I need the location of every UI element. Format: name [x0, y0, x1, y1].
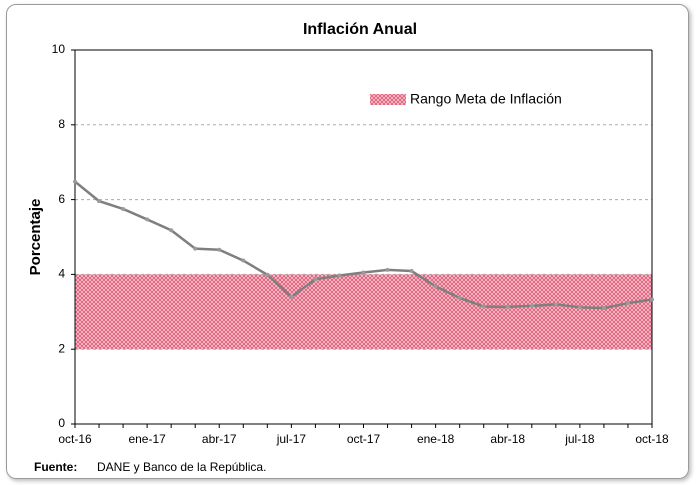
point [553, 302, 558, 307]
point [145, 217, 150, 222]
x-tick-label: abr-17 [202, 432, 237, 446]
point [529, 303, 534, 308]
y-tick-label: 4 [58, 267, 65, 281]
source-label: Fuente: [34, 460, 77, 474]
point [169, 228, 174, 233]
legend-label: Rango Meta de Inflación [410, 91, 562, 107]
y-tick-label: 0 [58, 416, 65, 430]
point [601, 306, 606, 311]
x-tick-label: abr-18 [490, 432, 525, 446]
point [313, 277, 318, 282]
point [481, 304, 486, 309]
point [361, 270, 366, 275]
point [409, 269, 414, 274]
x-tick-label: jul-17 [276, 432, 307, 446]
point [625, 301, 630, 306]
frame [6, 4, 689, 479]
point [265, 272, 270, 277]
y-axis-label: Porcentaje [27, 199, 44, 276]
x-tick-label: oct-18 [635, 432, 669, 446]
y-tick-label: 2 [58, 341, 65, 355]
x-tick-label: oct-16 [58, 432, 92, 446]
y-tick-label: 8 [58, 117, 65, 131]
point [97, 199, 102, 204]
x-tick-label: jul-18 [564, 432, 595, 446]
target-band [75, 274, 652, 350]
y-tick-label: 6 [58, 192, 65, 206]
x-tick-label: ene-18 [417, 432, 455, 446]
point [73, 179, 77, 184]
point [433, 284, 438, 289]
x-tick-label: ene-17 [128, 432, 166, 446]
point [289, 294, 294, 299]
point [121, 206, 126, 211]
point [385, 267, 390, 272]
point [193, 246, 198, 251]
point [217, 247, 222, 252]
point [457, 295, 462, 300]
legend-swatch [370, 94, 406, 105]
source: DANE y Banco de la República. [97, 460, 266, 474]
point [650, 297, 654, 302]
point [505, 304, 510, 309]
x-tick-label: oct-17 [347, 432, 381, 446]
chart-title: Inflación Anual [303, 21, 417, 38]
point [337, 273, 342, 278]
y-tick-label: 10 [52, 42, 66, 56]
point [241, 258, 246, 263]
point [577, 305, 582, 310]
